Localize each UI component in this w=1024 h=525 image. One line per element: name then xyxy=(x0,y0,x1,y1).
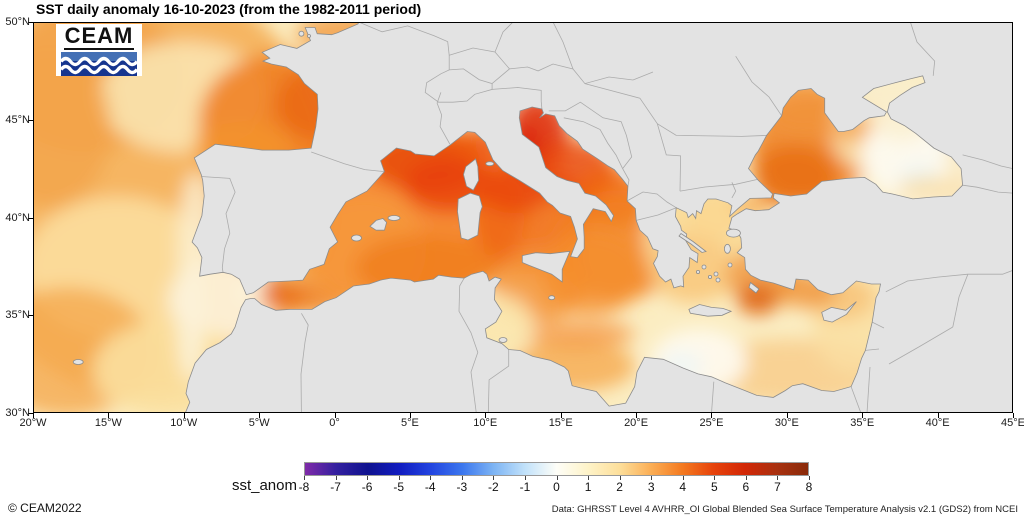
page-title: SST daily anomaly 16-10-2023 (from the 1… xyxy=(36,1,422,17)
lon-tick-label: 5°W xyxy=(248,417,270,429)
colorbar-tick xyxy=(809,476,810,480)
lon-tick-label: 40°E xyxy=(925,417,950,429)
colorbar-tick-label: 7 xyxy=(774,480,781,494)
colorbar-tick-label: 5 xyxy=(710,480,718,494)
colorbar-tick xyxy=(682,476,684,480)
colorbar-tick xyxy=(714,476,716,480)
lat-tick-label: 30°N xyxy=(5,407,30,419)
colorbar-tick-label: -6 xyxy=(361,480,373,494)
lon-tick xyxy=(862,413,864,418)
lon-tick-label: 15°W xyxy=(94,417,122,429)
lat-tick xyxy=(28,22,33,23)
colorbar xyxy=(304,462,809,476)
ceam-logo-text: CEAM xyxy=(63,23,135,50)
lon-tick-label: 35°E xyxy=(850,417,875,429)
colorbar-tick xyxy=(398,476,400,480)
lon-tick xyxy=(33,413,34,418)
colorbar-tick-label: 4 xyxy=(679,480,687,494)
colorbar-tick-label: -7 xyxy=(330,480,341,494)
copyright-text: © CEAM2022 xyxy=(8,501,82,515)
lon-tick xyxy=(1013,413,1014,418)
lon-tick xyxy=(183,413,185,418)
colorbar-tick-label: -5 xyxy=(393,480,405,494)
lon-tick-label: 30°E xyxy=(774,417,799,429)
map-frame xyxy=(33,22,1013,413)
lon-tick-label: 20°W xyxy=(19,417,47,429)
lon-tick-label: 5°E xyxy=(400,417,419,429)
lat-tick xyxy=(28,217,33,219)
islands xyxy=(72,30,857,365)
colorbar-tick xyxy=(304,476,305,480)
lon-tick-label: 20°E xyxy=(624,417,649,429)
lon-tick xyxy=(409,413,411,418)
lon-tick-label: 45°E xyxy=(1001,417,1024,429)
lat-tick-label: 35°N xyxy=(5,309,30,322)
colorbar-tick xyxy=(777,476,779,480)
lon-tick xyxy=(334,413,336,418)
data-source-text: Data: GHRSST Level 4 AVHRR_OI Global Ble… xyxy=(551,504,1018,515)
lat-tick-label: 45°N xyxy=(5,113,30,126)
lon-tick xyxy=(108,413,110,418)
colorbar-tick xyxy=(651,476,653,480)
colorbar-tick xyxy=(745,476,747,480)
colorbar-tick xyxy=(619,476,621,480)
lon-tick xyxy=(711,413,713,418)
colorbar-tick-label: -8 xyxy=(298,480,310,494)
colorbar-tick xyxy=(556,476,558,480)
colorbar-tick-label: 3 xyxy=(647,480,655,494)
lon-tick xyxy=(259,413,261,418)
lon-tick-label: 10°E xyxy=(473,417,498,429)
lat-tick xyxy=(28,315,33,317)
colorbar-tick xyxy=(367,476,369,480)
colorbar-tick xyxy=(588,476,590,480)
lon-tick xyxy=(560,413,562,418)
colorbar-tick-label: 0 xyxy=(553,480,560,494)
colorbar-tick-label: -1 xyxy=(519,480,531,494)
lon-tick xyxy=(485,413,487,418)
lat-tick xyxy=(28,413,33,414)
colorbar-label: sst_anom xyxy=(231,477,297,494)
colorbar-tick-label: 8 xyxy=(805,480,813,494)
country-borders xyxy=(201,22,1013,413)
lat-tick xyxy=(28,119,33,121)
colorbar-tick-label: -3 xyxy=(456,480,468,494)
mediterranean-map xyxy=(33,22,1013,413)
colorbar-tick xyxy=(461,476,463,480)
lon-tick-label: 15°E xyxy=(548,417,573,429)
lon-tick-label: 10°W xyxy=(170,417,198,429)
lat-tick-label: 40°N xyxy=(5,211,30,224)
lat-tick-label: 50°N xyxy=(5,16,30,28)
ceam-logo: CEAM xyxy=(56,24,142,76)
map-canvas xyxy=(33,22,1013,413)
colorbar-tick-label: 1 xyxy=(584,480,592,494)
colorbar-tick xyxy=(524,476,526,480)
lon-tick-label: 25°E xyxy=(699,417,724,429)
colorbar-tick-label: 6 xyxy=(742,480,750,494)
lon-tick xyxy=(636,413,638,418)
colorbar-tick xyxy=(335,476,337,480)
colorbar-tick-label: -2 xyxy=(488,480,499,494)
colorbar-tick-label: 2 xyxy=(616,480,623,494)
lon-tick xyxy=(937,413,939,418)
lon-tick xyxy=(786,413,788,418)
waves-icon xyxy=(61,52,137,76)
lon-tick-label: 0° xyxy=(329,417,340,429)
colorbar-tick xyxy=(430,476,432,480)
colorbar-tick-label: -4 xyxy=(424,480,436,494)
colorbar-tick xyxy=(493,476,495,480)
